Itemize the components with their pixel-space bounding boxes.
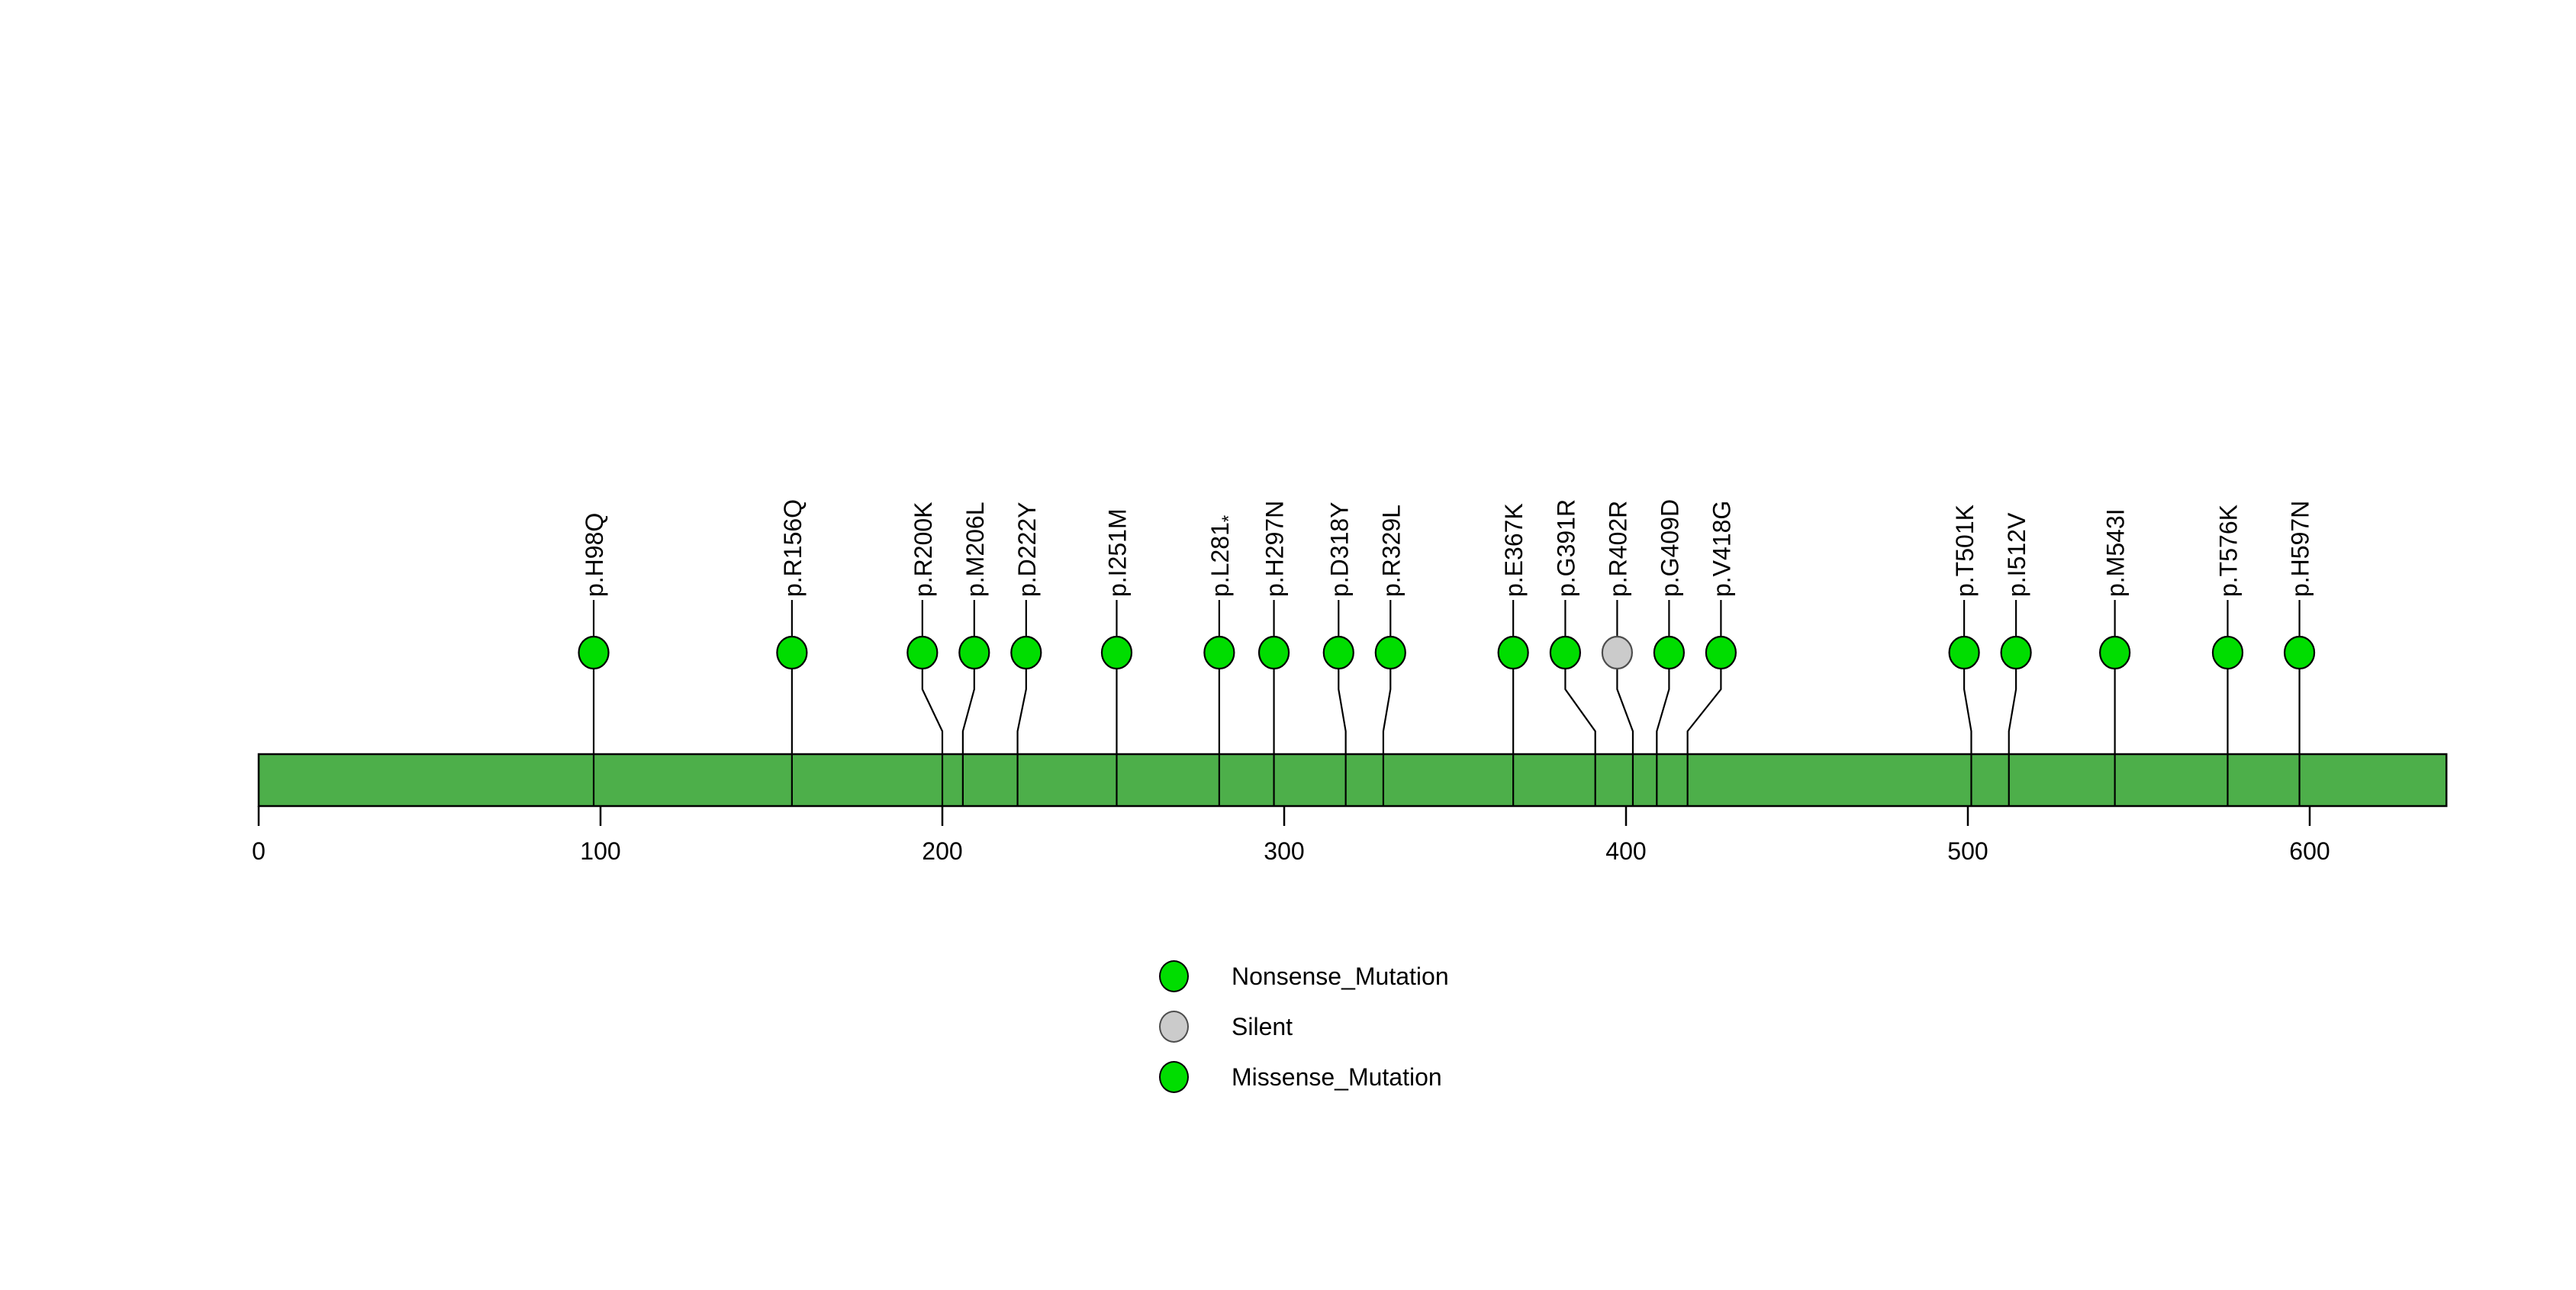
mutation-label: p.V418G [1708, 501, 1735, 597]
mutation-label: p.G409D [1656, 499, 1683, 597]
legend: Nonsense_Mutation Silent Missense_Mutati… [1159, 960, 1449, 1093]
mutation-marker [1203, 635, 1235, 670]
mutation-marker [906, 635, 939, 670]
mutation-marker [1257, 635, 1290, 670]
legend-item-missense: Missense_Mutation [1159, 1061, 1449, 1093]
axis-tick-label: 100 [580, 837, 620, 865]
legend-marker-missense-icon [1159, 1061, 1189, 1093]
axis-tick-label: 400 [1605, 837, 1646, 865]
label-connectors [592, 600, 2301, 637]
mutation-label: p.I512V [2003, 512, 2030, 597]
mutation-label: p.L281* [1206, 515, 1239, 597]
axis-tick-label: 0 [252, 837, 266, 865]
mutation-marker [1653, 635, 1685, 670]
mutation-stem [921, 669, 944, 806]
mutation-marker [1374, 635, 1406, 670]
mutation-stem [1616, 669, 1634, 806]
mutation-marker [578, 635, 610, 670]
mutation-marker [2099, 635, 2131, 670]
mutation-marker [2211, 635, 2244, 670]
mutation-label: p.G391R [1552, 499, 1579, 597]
mutation-stem [1564, 669, 1596, 806]
mutation-label: p.T576K [2214, 505, 2242, 597]
mutation-label: p.H297N [1261, 501, 1289, 597]
mutation-marker [1948, 635, 1980, 670]
axis-tick-label: 300 [1264, 837, 1304, 865]
legend-marker-silent-icon [1159, 1011, 1189, 1043]
mutation-label: p.R329L [1377, 505, 1405, 597]
markers [578, 635, 2316, 670]
mutation-label: p.I251M [1103, 508, 1131, 597]
axis-tick-label: 500 [1947, 837, 1988, 865]
legend-marker-nonsense-icon [1159, 960, 1189, 992]
x-axis: 0 100 200 300 400 500 600 [252, 806, 2330, 865]
mutation-label: p.R402R [1604, 501, 1631, 597]
mutation-label: p.M206L [961, 501, 989, 597]
mutation-stem [961, 669, 975, 806]
mutation-stem [1963, 669, 1972, 806]
mutation-labels: p.H98Q p.R156Q p.R200K p.M206L p.D222Y p.I251… [581, 499, 2314, 597]
mutation-stem [1686, 669, 1722, 806]
gene-bar [257, 753, 2448, 808]
mutation-label: p.R156Q [779, 499, 807, 597]
mutation-stem [1338, 669, 1347, 806]
mutation-marker [1322, 635, 1354, 670]
legend-label-missense: Missense_Mutation [1232, 1063, 1442, 1091]
mutation-label: p.H98Q [581, 513, 608, 597]
mutation-marker [2000, 635, 2032, 670]
mutation-marker [1549, 635, 1582, 670]
mutation-marker [1010, 635, 1042, 670]
mutation-stem [1656, 669, 1670, 806]
axis-tick-label: 600 [2289, 837, 2330, 865]
legend-item-silent: Silent [1159, 1011, 1449, 1043]
mutation-marker [1100, 635, 1133, 670]
mutation-stem [1016, 669, 1027, 806]
mutation-label: p.M543I [2102, 508, 2130, 597]
mutation-stem [2008, 669, 2017, 806]
mutation-stem [1382, 669, 1392, 806]
mutation-label: p.E367K [1500, 503, 1528, 597]
mutation-label: p.D318Y [1325, 501, 1353, 597]
stems [592, 669, 2301, 806]
legend-label-silent: Silent [1232, 1013, 1293, 1040]
mutation-marker [1705, 635, 1737, 670]
mutation-label: p.H597N [2287, 501, 2314, 597]
mutation-marker [1497, 635, 1529, 670]
mutation-marker [776, 635, 808, 670]
legend-label-nonsense: Nonsense_Mutation [1232, 963, 1449, 990]
mutation-marker [1601, 635, 1633, 670]
mutation-marker [2283, 635, 2316, 670]
mutation-label: p.T501K [1951, 505, 1979, 597]
mutation-label: p.D222Y [1013, 501, 1041, 597]
mutation-marker [958, 635, 990, 670]
mutation-label: p.R200K [910, 501, 937, 597]
legend-item-nonsense: Nonsense_Mutation [1159, 960, 1449, 992]
axis-tick-label: 200 [922, 837, 962, 865]
